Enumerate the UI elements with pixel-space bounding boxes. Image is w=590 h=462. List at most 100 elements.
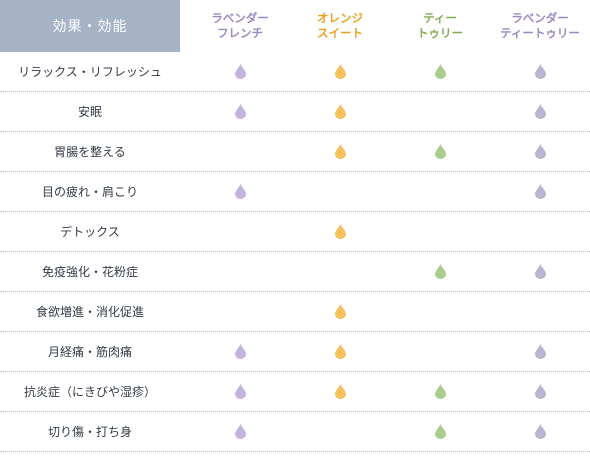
drop-icon	[534, 104, 546, 119]
column-header-line: ティートゥリー	[500, 26, 580, 40]
table-cell	[490, 412, 590, 451]
drop-icon	[334, 64, 346, 79]
table-cell	[390, 252, 490, 291]
table-cell	[190, 132, 290, 171]
row-label: デトックス	[60, 225, 120, 239]
drop-icon	[434, 384, 446, 399]
drop-icon	[534, 144, 546, 159]
row-label: 免疫強化・花粉症	[41, 265, 138, 279]
table-cell	[190, 212, 290, 251]
table-cell	[290, 92, 390, 131]
table-cell	[490, 332, 590, 371]
drop-icon	[234, 104, 246, 119]
table-row: 胃腸を整える	[0, 132, 590, 172]
table-cell	[390, 132, 490, 171]
drop-icon	[434, 64, 446, 79]
row-label: 抗炎症（にきびや湿疹）	[23, 385, 156, 399]
drop-icon	[234, 184, 246, 199]
table-cell	[490, 172, 590, 211]
table-cell	[390, 412, 490, 451]
table-cell	[390, 92, 490, 131]
table-cell	[490, 372, 590, 411]
table-cell	[190, 412, 290, 451]
drop-icon	[534, 64, 546, 79]
column-header-line: スイート	[317, 26, 363, 40]
drop-icon	[334, 344, 346, 359]
table-header: 効果・効能 ラベンダー フレンチ オレンジ スイート ティー トゥリー ラベンダ…	[0, 0, 590, 52]
table-cell	[390, 52, 490, 91]
row-label: 食欲増進・消化促進	[35, 305, 144, 319]
row-label: 目の疲れ・肩こり	[41, 185, 138, 199]
column-header-line: オレンジ	[317, 11, 363, 25]
table-cell	[490, 212, 590, 251]
column-header-line: ラベンダー	[511, 11, 569, 25]
column-header-line: フレンチ	[217, 26, 263, 40]
row-label: 月経痛・筋肉痛	[47, 345, 132, 359]
table-cell	[190, 172, 290, 211]
drop-icon	[234, 424, 246, 439]
table-row: 免疫強化・花粉症	[0, 252, 590, 292]
drop-icon	[434, 264, 446, 279]
table-cell	[490, 52, 590, 91]
table-cell	[290, 212, 390, 251]
table-row: 目の疲れ・肩こり	[0, 172, 590, 212]
drop-icon	[434, 424, 446, 439]
drop-icon	[534, 424, 546, 439]
table-row: 安眠	[0, 92, 590, 132]
table-cell	[190, 52, 290, 91]
drop-icon	[334, 304, 346, 319]
table-cell	[390, 292, 490, 331]
table-cell	[390, 212, 490, 251]
table-row: リラックス・リフレッシュ	[0, 52, 590, 92]
table-cell	[190, 92, 290, 131]
column-header-tea-tree: ティー トゥリー	[390, 0, 490, 52]
drop-icon	[334, 144, 346, 159]
table-cell	[390, 172, 490, 211]
drop-icon	[234, 344, 246, 359]
table-cell	[190, 292, 290, 331]
drop-icon	[534, 384, 546, 399]
column-header-lavender-tea-tree: ラベンダー ティートゥリー	[490, 0, 590, 52]
table-cell	[490, 92, 590, 131]
table-row: デトックス	[0, 212, 590, 252]
table-row: 抗炎症（にきびや湿疹）	[0, 372, 590, 412]
table-cell	[290, 252, 390, 291]
table-cell	[290, 412, 390, 451]
column-header-lavender-french: ラベンダー フレンチ	[190, 0, 290, 52]
column-header-line: トゥリー	[417, 26, 463, 40]
drop-icon	[534, 184, 546, 199]
table-row: 切り傷・打ち身	[0, 412, 590, 452]
table-row: 月経痛・筋肉痛	[0, 332, 590, 372]
row-label: 安眠	[77, 105, 102, 119]
column-header-line: ラベンダー	[211, 11, 269, 25]
table-cell	[290, 372, 390, 411]
column-header-orange-sweet: オレンジ スイート	[290, 0, 390, 52]
table-cell	[290, 132, 390, 171]
drop-icon	[334, 104, 346, 119]
table-cell	[290, 292, 390, 331]
drop-icon	[334, 224, 346, 239]
table-cell	[490, 132, 590, 171]
table-cell	[190, 252, 290, 291]
row-label: リラックス・リフレッシュ	[18, 65, 162, 79]
table-cell	[390, 332, 490, 371]
table-cell	[390, 372, 490, 411]
table-cell	[290, 332, 390, 371]
table-cell	[290, 172, 390, 211]
drop-icon	[234, 384, 246, 399]
table-cell	[290, 52, 390, 91]
table-cell	[190, 332, 290, 371]
table-row: 食欲増進・消化促進	[0, 292, 590, 332]
drop-icon	[334, 384, 346, 399]
drop-icon	[534, 264, 546, 279]
drop-icon	[434, 144, 446, 159]
table-cell	[190, 372, 290, 411]
drop-icon	[534, 344, 546, 359]
column-header-line: ティー	[423, 11, 457, 25]
header-effects-label: 効果・効能	[0, 0, 180, 52]
drop-icon	[234, 64, 246, 79]
row-label: 胃腸を整える	[54, 145, 126, 159]
row-label: 切り傷・打ち身	[47, 425, 132, 439]
table-cell	[490, 292, 590, 331]
